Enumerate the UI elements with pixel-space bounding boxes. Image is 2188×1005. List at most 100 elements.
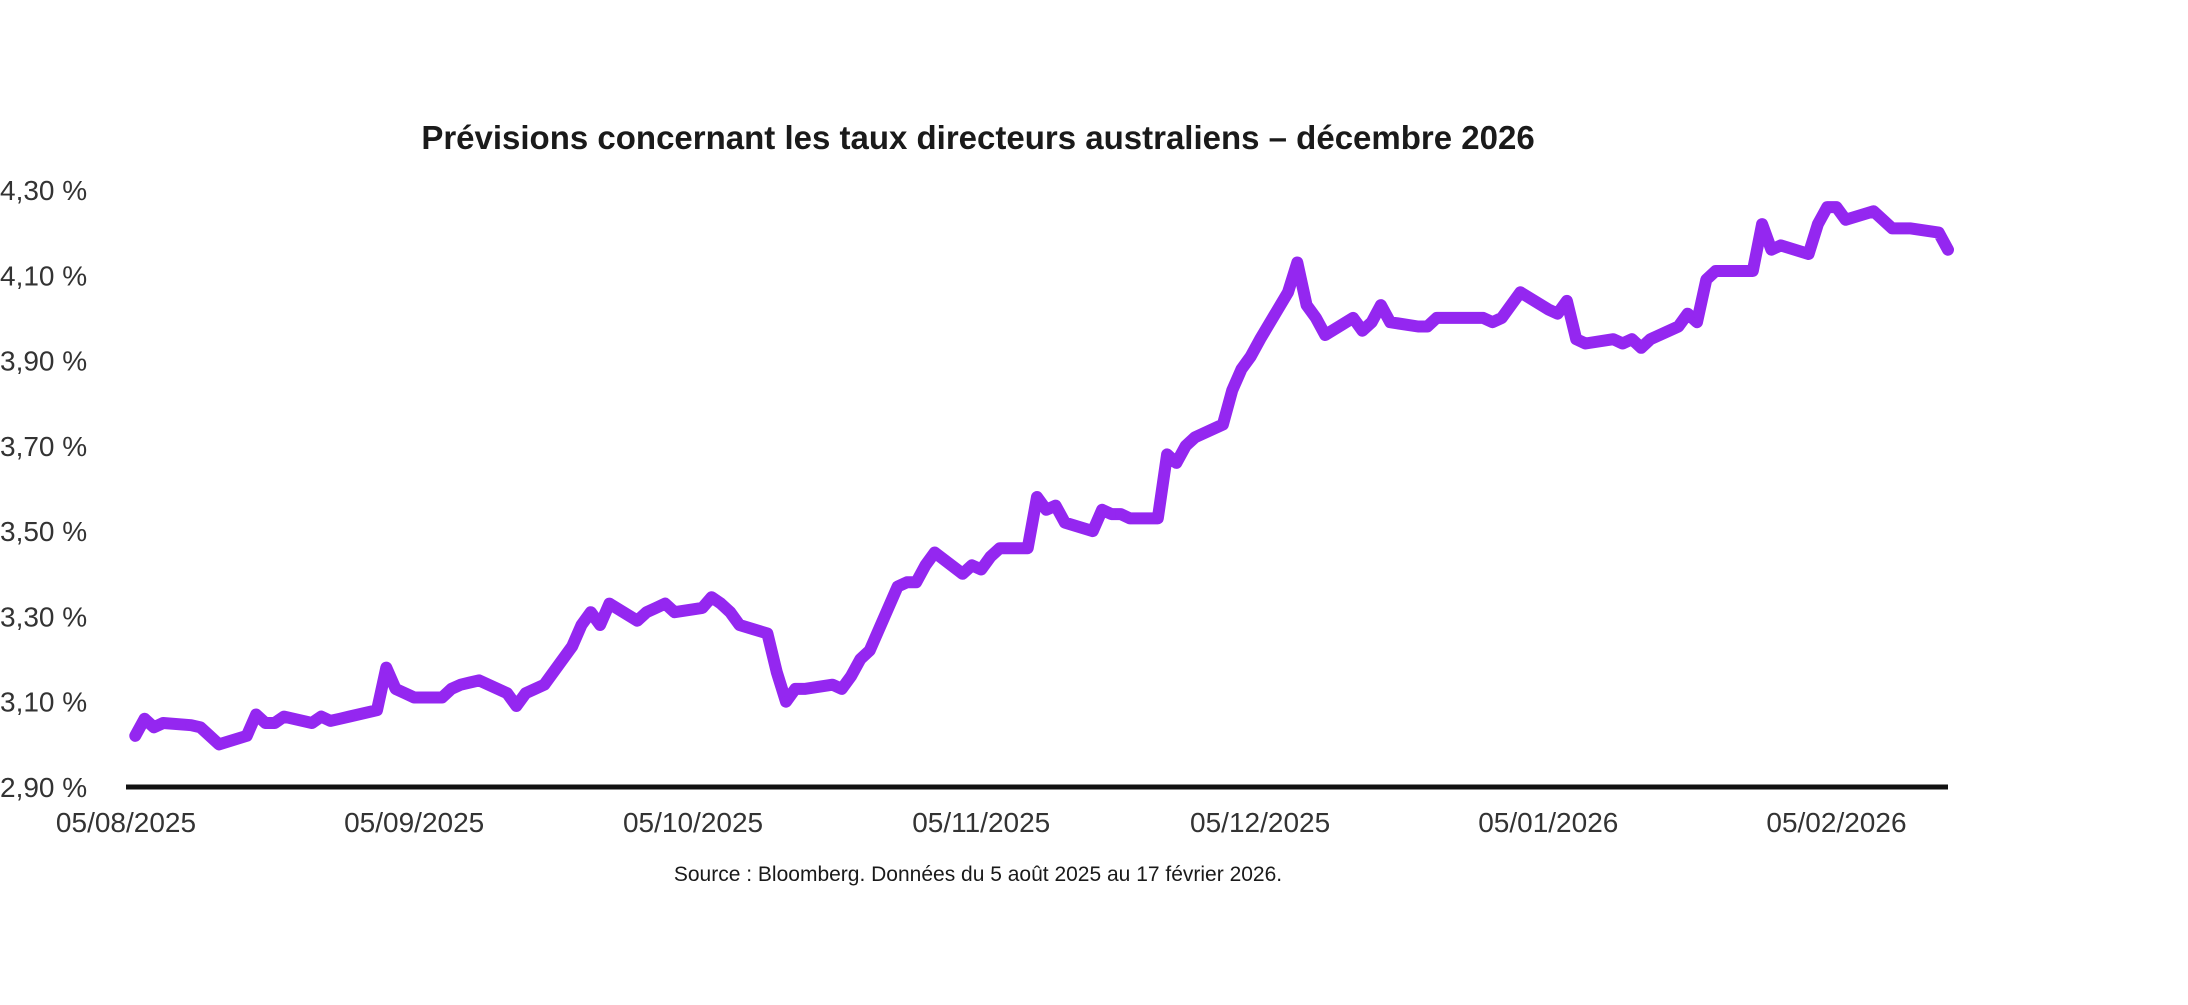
data-point	[455, 679, 467, 691]
data-point	[780, 696, 792, 708]
data-point	[799, 683, 811, 695]
data-point	[1672, 321, 1684, 332]
y-tick-label: 4,30 %	[0, 175, 87, 206]
data-point	[1161, 448, 1173, 460]
data-point	[510, 700, 522, 712]
x-tick-label: 05/12/2025	[1190, 807, 1330, 838]
x-tick-label: 05/08/2025	[56, 807, 196, 838]
data-point	[1412, 321, 1424, 332]
data-point	[1821, 201, 1833, 213]
data-point	[1617, 338, 1629, 349]
data-point	[325, 715, 336, 727]
data-point	[724, 606, 736, 618]
data-point	[501, 687, 513, 699]
data-point	[966, 559, 978, 571]
data-point	[696, 602, 708, 614]
data-point	[929, 547, 941, 558]
data-point	[1886, 222, 1898, 234]
data-point	[1319, 329, 1331, 341]
data-point	[1217, 419, 1229, 430]
y-tick-label: 3,70 %	[0, 431, 87, 462]
y-tick-label: 4,10 %	[0, 260, 87, 291]
data-point	[1803, 248, 1815, 260]
data-point	[1812, 218, 1824, 230]
series-points	[129, 201, 1954, 750]
data-point	[1561, 295, 1573, 307]
chart-title: Prévisions concernant les taux directeur…	[421, 119, 1534, 156]
data-point	[1152, 512, 1164, 524]
data-point	[1031, 491, 1043, 503]
data-point	[1170, 457, 1182, 469]
data-point	[864, 645, 876, 656]
data-point	[1933, 227, 1945, 239]
data-point	[1905, 222, 1917, 234]
data-point	[259, 717, 271, 729]
data-point	[380, 662, 392, 674]
x-tick-label: 05/01/2026	[1478, 807, 1618, 838]
y-tick-label: 3,90 %	[0, 346, 87, 377]
data-point	[1607, 333, 1619, 345]
data-point	[241, 730, 253, 742]
data-point	[975, 564, 987, 575]
y-tick-label: 3,10 %	[0, 687, 87, 718]
data-point	[1570, 333, 1582, 345]
data-point	[1375, 299, 1387, 311]
data-point	[1105, 508, 1117, 520]
data-point	[529, 683, 541, 695]
data-point	[761, 628, 773, 639]
x-axis-ticks: 05/08/2025 05/09/2025 05/10/2025 05/11/2025…	[56, 807, 1907, 838]
data-point	[157, 717, 169, 729]
data-point	[836, 683, 848, 695]
data-point	[1496, 312, 1508, 324]
data-point	[1282, 286, 1294, 298]
y-tick-label: 3,50 %	[0, 516, 87, 547]
data-point	[334, 713, 346, 725]
data-point	[1431, 312, 1443, 324]
data-point	[538, 679, 550, 691]
data-point	[1942, 244, 1954, 256]
data-point	[1682, 308, 1694, 320]
data-point	[789, 683, 801, 695]
y-tick-label: 3,30 %	[0, 601, 87, 632]
chart-source: Source : Bloomberg. Données du 5 août 20…	[674, 863, 1282, 886]
data-point	[1189, 431, 1201, 443]
data-point	[1552, 308, 1564, 320]
data-point	[1691, 316, 1703, 328]
data-point	[1226, 384, 1238, 396]
data-point	[594, 619, 606, 631]
data-point	[771, 666, 783, 678]
data-point	[343, 711, 355, 723]
data-point	[1877, 214, 1889, 226]
data-point	[250, 709, 262, 720]
data-point	[1366, 316, 1378, 328]
data-point	[1635, 342, 1647, 354]
data-point	[827, 679, 838, 691]
data-point	[1747, 265, 1759, 277]
data-point	[566, 640, 578, 652]
x-tick-label: 05/10/2025	[623, 807, 763, 838]
data-point	[659, 598, 671, 610]
data-point	[1487, 316, 1498, 328]
data-point	[854, 653, 866, 665]
data-point	[1756, 218, 1768, 230]
data-point	[1087, 525, 1099, 537]
data-point	[213, 738, 225, 750]
data-point	[436, 692, 448, 703]
data-point	[985, 551, 996, 563]
data-point	[269, 717, 281, 729]
data-point	[585, 606, 597, 618]
data-point	[1384, 316, 1396, 328]
data-point	[1710, 265, 1722, 277]
data-point	[1421, 321, 1433, 332]
data-point	[371, 704, 383, 716]
data-point	[892, 581, 904, 593]
data-point	[390, 683, 402, 695]
data-point	[576, 619, 587, 631]
data-point	[1301, 299, 1313, 311]
data-point	[185, 719, 197, 731]
data-point	[1347, 312, 1359, 324]
data-point	[520, 687, 532, 699]
data-point	[129, 730, 141, 742]
data-point	[1840, 214, 1852, 226]
